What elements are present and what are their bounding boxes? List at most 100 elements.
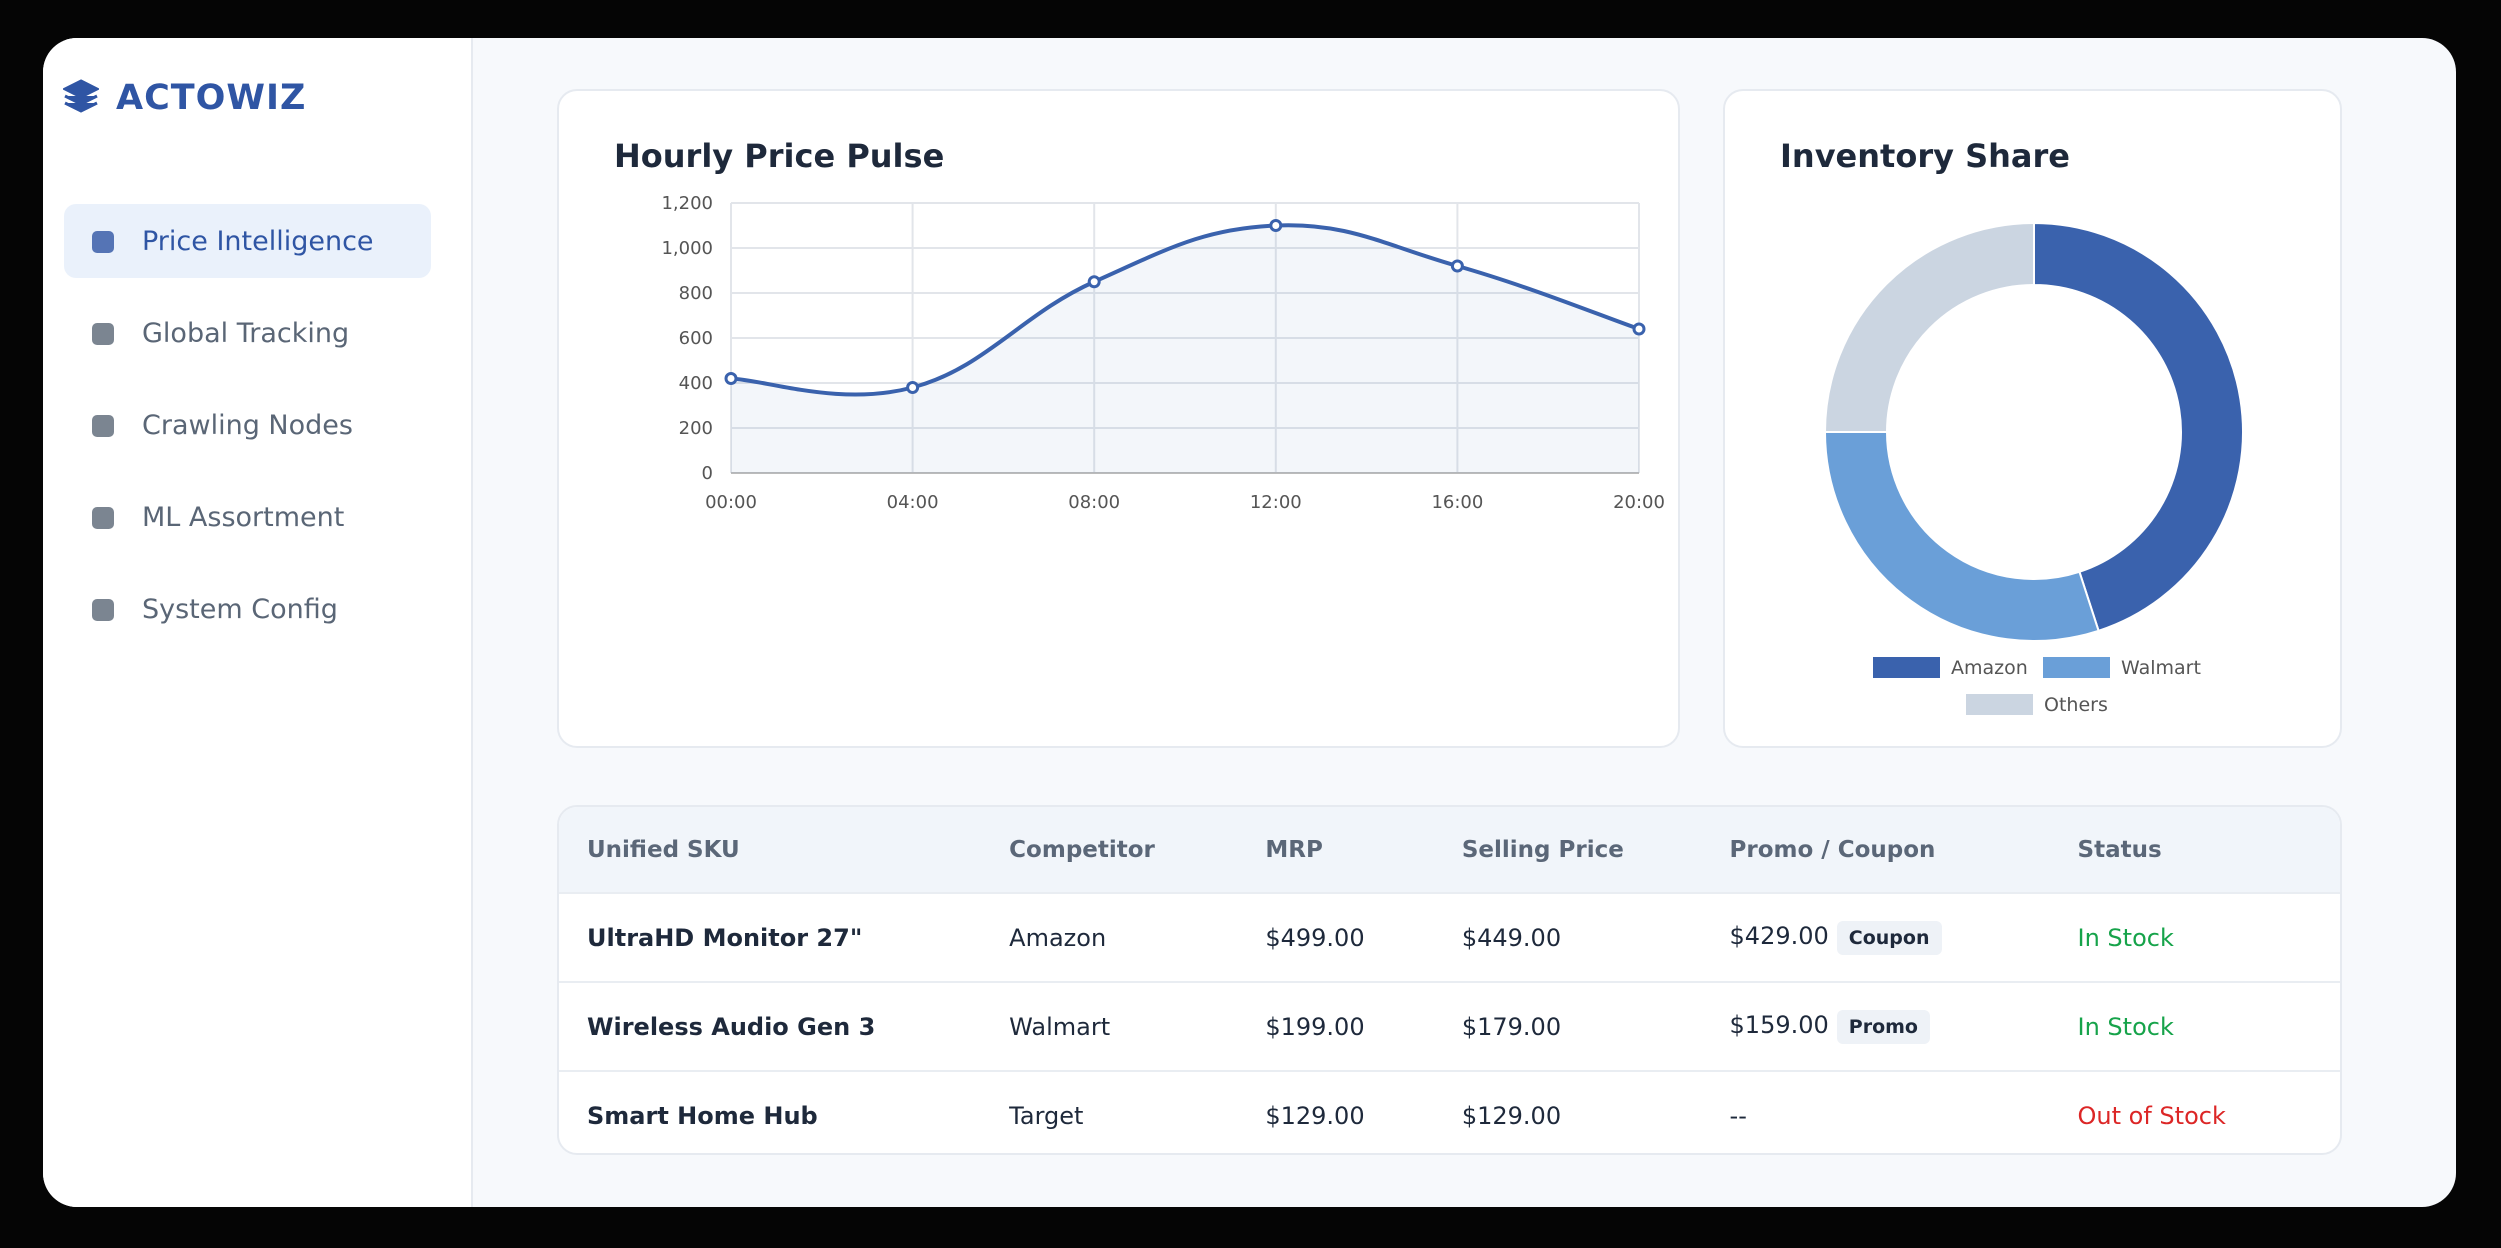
promo-text: -- xyxy=(1729,1101,1747,1130)
pie-card: Inventory Share Amazon Walmart Others xyxy=(1723,89,2342,748)
promo-badge: Promo xyxy=(1836,1009,1930,1044)
cell: $429.00 Coupon xyxy=(1729,892,2078,982)
status-text: In Stock xyxy=(2077,923,2174,952)
sku-text: Smart Home Hub xyxy=(587,1101,818,1130)
brand: ACTOWIZ xyxy=(116,78,307,118)
selling-text: $129.00 xyxy=(1461,1101,1562,1130)
cell: Smart Home Hub xyxy=(559,1070,1010,1153)
column-header: Competitor xyxy=(1009,807,1266,893)
point xyxy=(906,381,920,394)
status-text: Out of Stock xyxy=(2077,1101,2226,1130)
y-tick-label: 400 xyxy=(679,373,713,394)
nav-icon xyxy=(92,323,114,345)
cell: $199.00 xyxy=(1265,981,1462,1071)
line-card: Hourly Price Pulse 0 200 400 600 800 1,000 1,20… xyxy=(557,89,1680,748)
point xyxy=(1269,219,1283,232)
table-card: Unified SKU Competitor MRP Selling Price Pro… xyxy=(557,805,2342,1155)
nav-label: ML Assortment xyxy=(142,501,345,533)
cell: $449.00 xyxy=(1461,892,1730,982)
cell: -- xyxy=(1729,1070,2078,1153)
competitor-text: Walmart xyxy=(1009,1012,1111,1041)
legend-swatch xyxy=(2043,657,2110,678)
donut-slice xyxy=(1823,431,2100,642)
column-header: Status xyxy=(2077,807,2340,893)
legend-label: Walmart xyxy=(2121,657,2201,679)
point xyxy=(1087,275,1101,289)
donut-slice xyxy=(1823,221,2035,433)
y-tick-label: 1,200 xyxy=(661,193,713,214)
point xyxy=(1450,259,1464,273)
nav-item[interactable]: System Config xyxy=(64,572,431,646)
point xyxy=(724,372,738,385)
table-row: Smart Home Hub Target $129.00 $129.00 -- Out … xyxy=(559,1070,2340,1153)
nav-item[interactable]: ML Assortment xyxy=(64,480,431,554)
nav-icon xyxy=(92,599,114,621)
sidebar: ACTOWIZ Price Intelligence Global Trackin… xyxy=(43,38,473,1207)
chart-title: Hourly Price Pulse xyxy=(614,137,944,175)
cell: Amazon xyxy=(1009,892,1266,982)
legend-swatch xyxy=(1966,694,2033,715)
mrp-text: $129.00 xyxy=(1265,1101,1365,1130)
legend-label: Amazon xyxy=(1951,657,2028,679)
promo-text: $159.00 xyxy=(1729,1010,1829,1039)
selling-text: $449.00 xyxy=(1461,923,1562,952)
chart-title: Inventory Share xyxy=(1780,137,2070,175)
x-tick-label: 20:00 xyxy=(1613,492,1665,513)
donut-slice xyxy=(2033,221,2244,633)
header-row: Unified SKU Competitor MRP Selling Price Pro… xyxy=(559,807,2340,893)
column-header: Selling Price xyxy=(1461,807,1730,893)
pie-chart: Inventory Share Amazon Walmart Others xyxy=(1780,137,2244,716)
cell: Out of Stock xyxy=(2077,1070,2340,1153)
competitor-text: Amazon xyxy=(1009,923,1107,952)
x-tick-label: 00:00 xyxy=(705,492,757,513)
sku-text: UltraHD Monitor 27" xyxy=(587,923,863,952)
x-tick-label: 08:00 xyxy=(1068,492,1120,513)
competitor-text: Target xyxy=(1009,1101,1084,1130)
cell: In Stock xyxy=(2077,892,2340,982)
column-header: Promo / Coupon xyxy=(1729,807,2078,893)
nav-icon xyxy=(92,231,114,253)
status-text: In Stock xyxy=(2077,1012,2174,1041)
promo-badge: Coupon xyxy=(1836,920,1942,955)
sku-table: Unified SKU Competitor MRP Selling Price Pro… xyxy=(559,807,2340,1153)
nav-icon xyxy=(92,415,114,437)
nav-item[interactable]: Price Intelligence xyxy=(64,204,431,278)
app-window: ACTOWIZ Price Intelligence Global Trackin… xyxy=(43,38,2456,1207)
table-row: UltraHD Monitor 27" Amazon $499.00 $449.00 $… xyxy=(559,892,2340,982)
sku-text: Wireless Audio Gen 3 xyxy=(587,1012,876,1041)
promo-text: $429.00 xyxy=(1729,921,1829,950)
x-tick-label: 12:00 xyxy=(1250,492,1302,513)
cell: $159.00 Promo xyxy=(1729,981,2078,1071)
cell: $129.00 xyxy=(1461,1070,1730,1153)
mrp-text: $199.00 xyxy=(1265,1012,1365,1041)
line-area xyxy=(731,225,1639,473)
cell: $179.00 xyxy=(1461,981,1730,1071)
cell: Walmart xyxy=(1009,981,1266,1071)
y-tick-label: 800 xyxy=(679,283,713,304)
selling-text: $179.00 xyxy=(1461,1012,1562,1041)
cell: Target xyxy=(1009,1070,1266,1153)
nav-icon xyxy=(92,507,114,529)
nav-label: Global Tracking xyxy=(142,317,350,349)
y-tick-label: 200 xyxy=(679,418,713,439)
table-row: Wireless Audio Gen 3 Walmart $199.00 $179.0… xyxy=(559,981,2340,1071)
mrp-text: $499.00 xyxy=(1265,923,1365,952)
y-tick-label: 0 xyxy=(702,463,713,484)
column-header: Unified SKU xyxy=(559,807,1010,893)
line xyxy=(730,223,1640,397)
cell: Wireless Audio Gen 3 xyxy=(559,981,1010,1071)
nav-label: System Config xyxy=(142,593,338,625)
cell: UltraHD Monitor 27" xyxy=(559,892,1010,982)
nav-item[interactable]: Global Tracking xyxy=(64,296,431,370)
column-header: MRP xyxy=(1265,807,1462,893)
nav-label: Crawling Nodes xyxy=(142,409,353,441)
nav-item[interactable]: Crawling Nodes xyxy=(64,388,431,462)
logo-icon xyxy=(63,79,99,113)
legend-swatch xyxy=(1873,657,1940,678)
x-tick-label: 04:00 xyxy=(887,492,939,513)
cell: $129.00 xyxy=(1265,1070,1462,1153)
legend-label: Others xyxy=(2044,694,2108,716)
x-tick-label: 16:00 xyxy=(1431,492,1483,513)
y-tick-label: 600 xyxy=(679,328,713,349)
